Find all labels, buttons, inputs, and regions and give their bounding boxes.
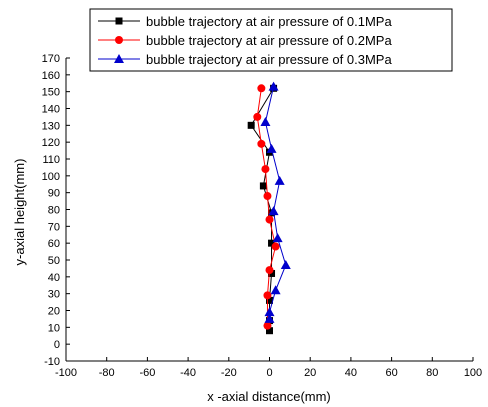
- data-point: [280, 260, 291, 270]
- y-tick-label: 40: [48, 272, 60, 284]
- y-tick-label: 100: [42, 171, 60, 183]
- data-point: [266, 143, 277, 153]
- x-tick-label: 80: [426, 367, 438, 379]
- data-point: [268, 239, 276, 247]
- legend-box: [89, 8, 453, 72]
- y-tick-label: 150: [42, 87, 60, 99]
- data-point: [263, 321, 272, 330]
- data-point: [265, 215, 274, 224]
- legend-label: bubble trajectory at air pressure of 0.2…: [146, 33, 392, 48]
- x-tick-label: -80: [99, 367, 115, 379]
- y-tick-label: 20: [48, 306, 60, 318]
- y-tick-label: 130: [42, 120, 60, 132]
- data-point: [247, 121, 255, 129]
- data-point: [264, 313, 275, 323]
- y-tick-label: 50: [48, 255, 60, 267]
- data-point: [260, 116, 271, 126]
- legend-swatch-marker: [115, 17, 123, 25]
- data-point: [274, 175, 285, 185]
- legend-label: bubble trajectory at air pressure of 0.1…: [146, 14, 392, 29]
- y-axis-title: y-axial height(mm): [12, 159, 27, 266]
- x-tick-label: -40: [180, 367, 196, 379]
- x-tick-label: 60: [385, 367, 397, 379]
- legend-swatch-marker: [114, 54, 124, 63]
- x-axis-title: x -axial distance(mm): [207, 389, 331, 404]
- y-tick-label: 30: [48, 289, 60, 301]
- y-tick-label: 160: [42, 70, 60, 82]
- legend-item: bubble trajectory at air pressure of 0.1…: [98, 14, 392, 29]
- data-point: [257, 84, 266, 93]
- data-point: [263, 291, 272, 300]
- series-2: [253, 84, 280, 330]
- data-point: [266, 296, 273, 304]
- x-tick-label: -60: [139, 367, 155, 379]
- legend-label: bubble trajectory at air pressure of 0.3…: [146, 52, 392, 67]
- legend-item: bubble trajectory at air pressure of 0.2…: [98, 33, 392, 48]
- y-axis-ticks: -10 0 10 20 30 40 50 60 70 80 90 100 110 120 130 140 150…: [42, 53, 70, 368]
- data-point: [263, 192, 272, 201]
- x-axis-ticks: -100 -80 -60 -40 -20 0 20 40 60 80 100: [55, 357, 482, 379]
- y-tick-label: 0: [54, 339, 60, 351]
- data-series: [247, 81, 291, 335]
- y-tick-label: 170: [42, 53, 60, 65]
- data-point: [268, 81, 279, 91]
- x-tick-label: -20: [221, 367, 237, 379]
- data-point: [266, 327, 273, 335]
- y-tick-label: 120: [42, 137, 60, 149]
- y-tick-label: 110: [42, 154, 60, 166]
- y-tick-label: -10: [44, 356, 60, 368]
- legend-item: bubble trajectory at air pressure of 0.3…: [98, 52, 392, 67]
- y-tick-label: 10: [48, 322, 60, 334]
- x-tick-label: 40: [345, 367, 357, 379]
- y-tick-label: 140: [42, 104, 60, 116]
- data-point: [265, 266, 274, 275]
- x-tick-label: -100: [55, 367, 77, 379]
- data-point: [257, 139, 266, 148]
- series-3: [260, 81, 291, 323]
- y-tick-label: 60: [48, 238, 60, 250]
- x-tick-label: 100: [464, 367, 482, 379]
- legend: bubble trajectory at air pressure of 0.1…: [89, 8, 453, 72]
- data-point: [253, 112, 262, 121]
- y-tick-label: 90: [48, 188, 60, 200]
- data-point: [271, 242, 280, 251]
- data-point: [261, 165, 270, 174]
- data-point: [272, 233, 283, 243]
- series-line: [264, 86, 287, 319]
- data-point: [270, 285, 281, 295]
- data-point: [259, 182, 267, 190]
- x-tick-label: 20: [304, 367, 316, 379]
- series-line: [256, 88, 277, 326]
- x-tick-label: 0: [266, 367, 272, 379]
- y-tick-label: 80: [48, 205, 60, 217]
- legend-swatch-marker: [115, 36, 123, 44]
- data-point: [268, 206, 279, 216]
- data-point: [264, 307, 275, 317]
- y-tick-label: 70: [48, 221, 60, 233]
